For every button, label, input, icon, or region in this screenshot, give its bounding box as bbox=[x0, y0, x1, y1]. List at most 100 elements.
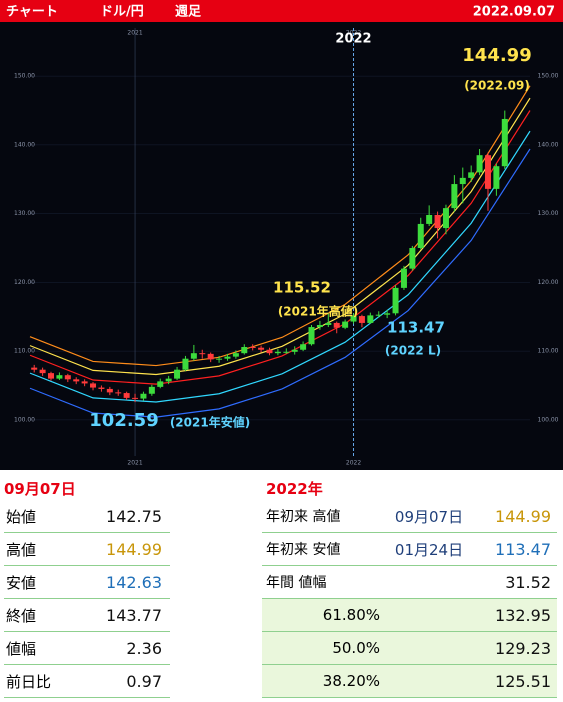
candle-body bbox=[165, 378, 172, 382]
candle-body bbox=[56, 375, 63, 379]
row-label: 年初来 安値 bbox=[266, 542, 341, 558]
band-curve bbox=[29, 110, 531, 385]
y-tick-label: 100.00 bbox=[14, 416, 35, 423]
day-row: 値幅 2.36 bbox=[4, 632, 170, 665]
row-date: 09月07日 bbox=[394, 507, 464, 526]
candle-body bbox=[434, 215, 441, 229]
annotation-value: 144.99 bbox=[462, 45, 531, 66]
y-tick-label: 140.00 bbox=[14, 141, 35, 148]
candle-body bbox=[392, 287, 399, 314]
band-curve bbox=[29, 130, 531, 403]
row-value: 125.51 bbox=[495, 671, 551, 691]
candle-body bbox=[224, 356, 231, 359]
row-date: 01月24日 bbox=[394, 540, 464, 559]
candle-body bbox=[106, 388, 113, 393]
chart-bg bbox=[0, 22, 563, 470]
header-title: チャート bbox=[6, 5, 58, 20]
row-label: 年初来 高値 bbox=[266, 509, 341, 525]
annotation-note: (2022 L) bbox=[385, 344, 441, 358]
candle-body bbox=[426, 215, 433, 224]
candle-body bbox=[308, 327, 315, 345]
candle-body bbox=[123, 393, 130, 398]
row-value: 143.77 bbox=[106, 605, 162, 625]
year-row: 年初来 高値 09月07日 144.99 bbox=[262, 500, 557, 533]
candle-body bbox=[48, 373, 55, 379]
row-value: 142.63 bbox=[106, 572, 162, 592]
candle-body bbox=[266, 349, 273, 354]
candle-body bbox=[174, 369, 181, 379]
candle-body bbox=[98, 387, 105, 389]
y-tick-label: 120.00 bbox=[14, 279, 35, 286]
annotation-value: 102.59 bbox=[89, 410, 158, 431]
row-value: 144.99 bbox=[106, 539, 162, 559]
candle-body bbox=[384, 313, 391, 315]
year-row: 61.80% 132.95 bbox=[262, 599, 557, 632]
row-value: 31.52 bbox=[505, 572, 551, 592]
candle-body bbox=[274, 351, 281, 354]
row-label: 前日比 bbox=[6, 672, 52, 691]
y-tick-label-right: 110.00 bbox=[538, 348, 559, 355]
row-value: 113.47 bbox=[495, 539, 551, 559]
day-row: 終値 143.77 bbox=[4, 599, 170, 632]
row-label: 38.20% bbox=[322, 672, 380, 690]
candle-body bbox=[207, 353, 214, 360]
day-row: 高値 144.99 bbox=[4, 533, 170, 566]
row-value: 129.23 bbox=[495, 638, 551, 658]
candle-body bbox=[64, 375, 71, 380]
header-period: 週足 bbox=[175, 5, 202, 20]
day-row: 前日比 0.97 bbox=[4, 665, 170, 698]
candle-body bbox=[148, 386, 155, 394]
annotation-note: (2022.09) bbox=[464, 79, 530, 93]
candle-body bbox=[140, 393, 147, 399]
candle-body bbox=[291, 349, 298, 352]
y-tick-label-right: 120.00 bbox=[538, 279, 559, 286]
candle-body bbox=[400, 268, 407, 288]
header-date: 2022.09.07 bbox=[473, 5, 555, 20]
candle-body bbox=[199, 353, 206, 355]
candle-body bbox=[90, 383, 97, 388]
candle-body bbox=[493, 166, 500, 189]
candle-body bbox=[501, 118, 508, 167]
year-title: 2022年 bbox=[266, 480, 323, 498]
header-pair: ドル/円 bbox=[100, 5, 144, 20]
row-label: 高値 bbox=[6, 540, 37, 559]
chart: チャート ドル/円 週足 2022.09.07 100.00 100.00 110.… bbox=[0, 0, 563, 470]
candle-body bbox=[73, 379, 80, 382]
annotation-value: 113.47 bbox=[387, 319, 445, 337]
year-row: 年間 値幅 31.52 bbox=[262, 566, 557, 599]
x-tick-label: 2022 bbox=[346, 460, 361, 467]
candle-body bbox=[182, 358, 189, 370]
candle-body bbox=[241, 347, 248, 354]
candle-body bbox=[333, 322, 340, 328]
candle-body bbox=[367, 315, 374, 323]
candle-body bbox=[409, 248, 416, 269]
candle-body bbox=[81, 381, 88, 384]
year-table: 2022年 年初来 高値 09月07日 144.99 年初来 安値 01月24日 113.… bbox=[262, 478, 557, 698]
candle-body bbox=[468, 172, 475, 178]
candle-body bbox=[375, 314, 382, 316]
candle-body bbox=[132, 397, 139, 399]
y-tick-label-right: 150.00 bbox=[538, 73, 559, 80]
annotation-note: (2021年高値) bbox=[278, 304, 358, 319]
band-curve bbox=[29, 97, 531, 376]
day-title: 09月07日 bbox=[4, 480, 76, 498]
candle-body bbox=[442, 208, 449, 229]
candle-body bbox=[417, 223, 424, 248]
row-value: 0.97 bbox=[126, 671, 162, 691]
candle-body bbox=[258, 347, 265, 350]
row-value: 2.36 bbox=[126, 638, 162, 658]
row-label: 始値 bbox=[6, 507, 37, 526]
candle-body bbox=[476, 155, 483, 173]
year-row: 年初来 安値 01月24日 113.47 bbox=[262, 533, 557, 566]
candle-body bbox=[451, 184, 458, 209]
candle-body bbox=[316, 325, 323, 328]
band-curve bbox=[29, 85, 531, 367]
candle-body bbox=[484, 155, 491, 189]
candle-body bbox=[300, 344, 307, 350]
row-label: 50.0% bbox=[332, 639, 380, 657]
y-tick-label: 110.00 bbox=[14, 348, 35, 355]
year-row: 38.20% 125.51 bbox=[262, 665, 557, 698]
row-label: 安値 bbox=[6, 573, 37, 592]
row-label: 61.80% bbox=[322, 606, 380, 624]
